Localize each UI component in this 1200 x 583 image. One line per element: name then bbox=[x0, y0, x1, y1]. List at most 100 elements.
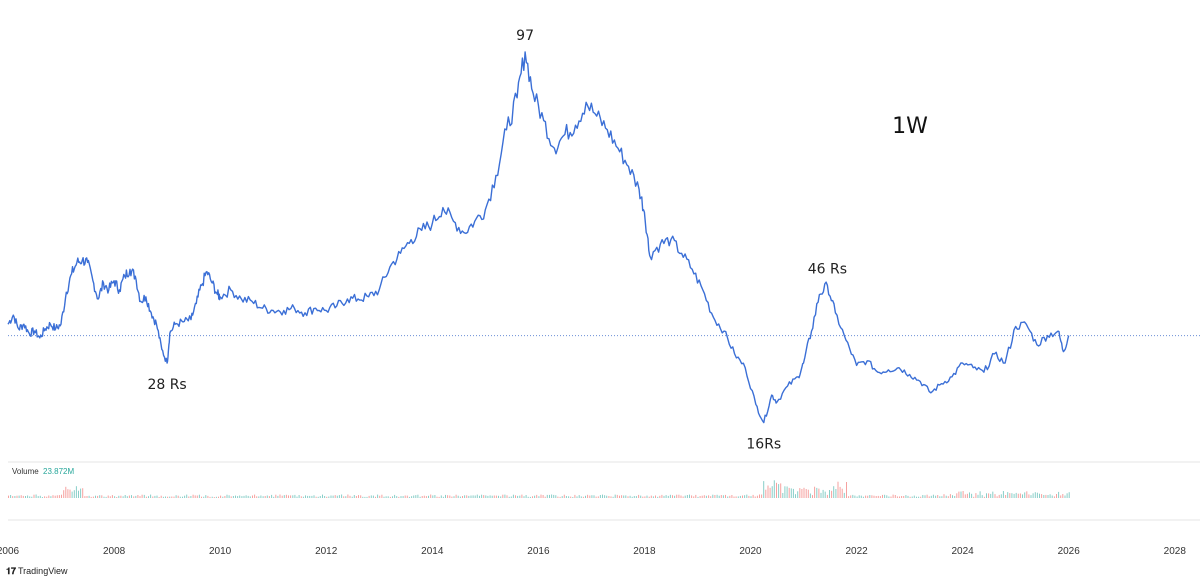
volume-bar bbox=[631, 496, 633, 498]
volume-bar bbox=[449, 495, 451, 498]
volume-bar bbox=[128, 495, 130, 498]
volume-bar bbox=[585, 495, 586, 498]
volume-bar bbox=[873, 495, 875, 498]
volume-bar bbox=[434, 495, 436, 498]
volume-bar bbox=[483, 495, 485, 498]
volume-bar bbox=[387, 496, 389, 498]
volume-bar bbox=[349, 495, 351, 498]
volume-bar bbox=[177, 495, 179, 498]
volume-bar bbox=[472, 495, 474, 498]
volume-bar bbox=[841, 488, 843, 498]
volume-bar bbox=[797, 491, 799, 498]
volume-bar bbox=[1007, 492, 1009, 498]
volume-bar bbox=[979, 491, 981, 498]
volume-bar bbox=[156, 495, 158, 498]
volume-bar bbox=[998, 494, 1000, 498]
volume-bar bbox=[345, 496, 347, 498]
volume-bar bbox=[131, 495, 132, 498]
volume-bar bbox=[334, 495, 336, 498]
volume-bar bbox=[360, 495, 362, 498]
volume-bar bbox=[145, 496, 147, 498]
volume-bar bbox=[890, 496, 892, 498]
volume-bar bbox=[1039, 493, 1040, 498]
volume-bar bbox=[689, 494, 690, 498]
tradingview-brand[interactable]: 𝟏𝟕 TradingView bbox=[6, 566, 68, 577]
volume-label: Volume bbox=[12, 467, 39, 476]
volume-bar bbox=[761, 494, 763, 498]
volume-bar bbox=[1000, 494, 1002, 498]
volume-bar bbox=[879, 496, 881, 498]
volume-bar bbox=[1032, 493, 1034, 498]
volume-bar bbox=[771, 486, 773, 498]
volume-bar bbox=[576, 496, 578, 498]
volume-bar bbox=[489, 495, 491, 498]
volume-bar bbox=[92, 496, 94, 498]
volume-bar bbox=[693, 496, 695, 498]
volume-bar bbox=[748, 495, 750, 498]
volume-bar bbox=[650, 495, 652, 498]
volume-bar bbox=[462, 496, 463, 498]
annotation-0: 28 Rs bbox=[147, 377, 186, 393]
volume-bar bbox=[324, 496, 326, 498]
volume-bar bbox=[481, 494, 483, 498]
volume-bar bbox=[279, 494, 281, 498]
volume-bar bbox=[52, 495, 54, 498]
volume-bar bbox=[661, 494, 663, 498]
volume-bar bbox=[300, 496, 302, 498]
volume-bar bbox=[871, 495, 873, 498]
volume-bar bbox=[186, 494, 188, 498]
volume-bar bbox=[141, 494, 143, 498]
volume-bar bbox=[203, 496, 205, 498]
volume-bar bbox=[644, 496, 646, 498]
volume-bar bbox=[1028, 494, 1030, 498]
volume-bar bbox=[994, 494, 996, 498]
volume-bar bbox=[1034, 492, 1036, 498]
annotations: 28 Rs 97 16Rs 46 Rs bbox=[147, 28, 847, 453]
volume-bar bbox=[396, 496, 398, 498]
volume-bar bbox=[415, 495, 417, 498]
volume-bar bbox=[116, 497, 118, 498]
volume-bar bbox=[597, 496, 599, 498]
volume-bar bbox=[659, 495, 661, 498]
volume-bar bbox=[988, 493, 990, 498]
volume-bar bbox=[549, 494, 550, 498]
volume-bar bbox=[451, 496, 453, 498]
volume-bar bbox=[907, 495, 909, 498]
volume-bar bbox=[752, 494, 754, 498]
volume-bar bbox=[962, 491, 964, 498]
volume-bar bbox=[411, 496, 413, 498]
volume-bar bbox=[1024, 492, 1026, 498]
volume-bar bbox=[593, 495, 595, 498]
volume-bar bbox=[120, 495, 122, 498]
volume-bar bbox=[249, 496, 251, 498]
volume-bar bbox=[239, 495, 241, 498]
volume-bar bbox=[627, 496, 629, 498]
volume-bar bbox=[735, 496, 737, 498]
volume-bar bbox=[529, 496, 531, 498]
volume-bar bbox=[258, 496, 260, 498]
volume-bar bbox=[375, 496, 376, 498]
volume-bar bbox=[298, 495, 300, 498]
volume-bar bbox=[824, 491, 826, 498]
volume-bar bbox=[1049, 494, 1051, 498]
volume-bar bbox=[682, 496, 684, 498]
volume-bar bbox=[589, 495, 591, 498]
volume-bar bbox=[143, 494, 145, 498]
volume-bar bbox=[198, 494, 200, 498]
volume-bar bbox=[996, 496, 998, 498]
volume-bar bbox=[899, 496, 900, 498]
volume-bar bbox=[854, 495, 856, 498]
volume-bar bbox=[924, 495, 926, 498]
volume-bar bbox=[888, 496, 890, 498]
x-tick-2028: 2028 bbox=[1164, 546, 1187, 557]
volume-bar bbox=[326, 496, 328, 498]
volume-bar bbox=[763, 481, 765, 498]
volume-bar bbox=[695, 494, 697, 498]
x-tick-2024: 2024 bbox=[951, 546, 974, 557]
volume-bar bbox=[835, 489, 837, 498]
price-line-series[interactable] bbox=[7, 51, 1070, 424]
volume-value: 23.872M bbox=[43, 467, 74, 476]
volume-bar bbox=[137, 495, 139, 498]
